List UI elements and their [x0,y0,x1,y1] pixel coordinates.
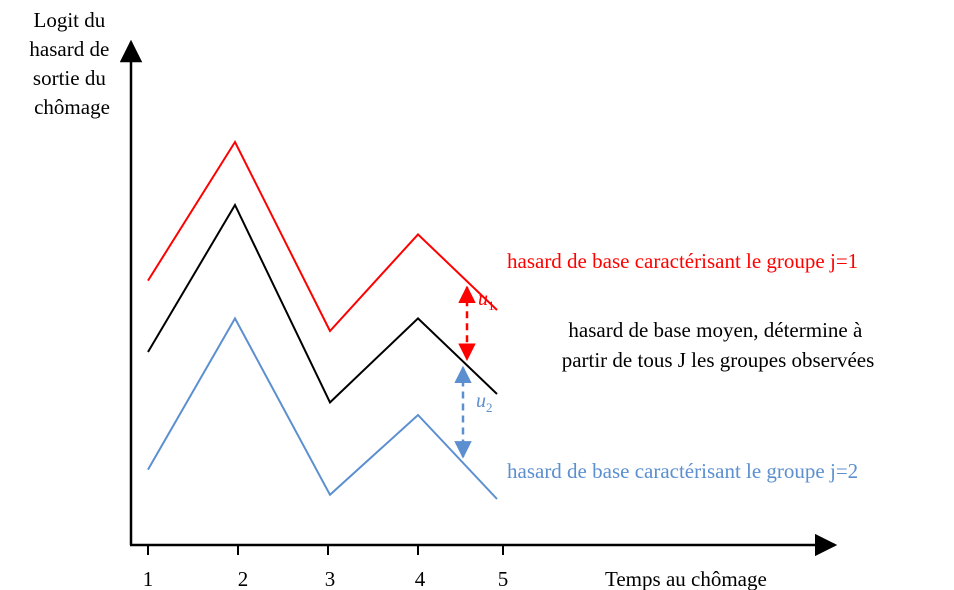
x-tick-label-4: 4 [415,567,426,590]
mean-hazard-line [147,202,498,405]
u2-label: u2 [476,390,493,415]
group2-label: hasard de base caractérisant le groupe j… [507,459,858,483]
y-axis-label-line-4: chômage [34,95,110,119]
x-axis-label: Temps au chômage [605,567,767,590]
x-tick-label-3: 3 [325,567,336,590]
x-tick-label-1: 1 [143,567,154,590]
u1-label: u1 [478,288,495,313]
y-axis-label: Logit du hasard de sortie du chômage [29,8,114,119]
group1-label: hasard de base caractérisant le groupe j… [507,249,858,273]
mean-label-line-2: partir de tous J les groupes observées [562,348,875,372]
x-tick-label-2: 2 [238,567,249,590]
y-axis-label-line-1: Logit du [34,8,106,32]
u1-label-sub: 1 [488,298,495,313]
u2-label-sub: 2 [486,400,493,415]
mean-label-line-1: hasard de base moyen, détermine à [568,318,863,342]
group2-hazard-line [147,316,498,500]
y-axis-label-line-2: hasard de [29,37,109,61]
x-tick-label-5: 5 [498,567,509,590]
x-axis-ticks: 1 2 3 4 5 [143,545,509,590]
u1-label-var: u [478,288,488,310]
mean-label: hasard de base moyen, détermine à partir… [562,318,875,372]
group1-hazard-line [147,139,498,333]
u2-label-var: u [476,390,486,412]
y-axis-label-line-3: sortie du [33,66,106,90]
